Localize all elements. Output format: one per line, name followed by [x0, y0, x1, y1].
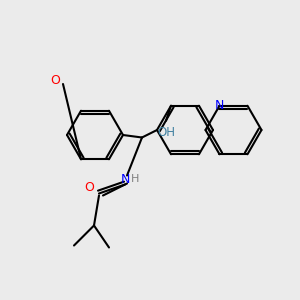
Text: H: H [131, 175, 139, 184]
Text: OH: OH [157, 126, 175, 139]
Text: N: N [215, 99, 224, 112]
Text: O: O [84, 181, 94, 194]
Text: O: O [50, 74, 60, 86]
Text: N: N [120, 173, 130, 186]
